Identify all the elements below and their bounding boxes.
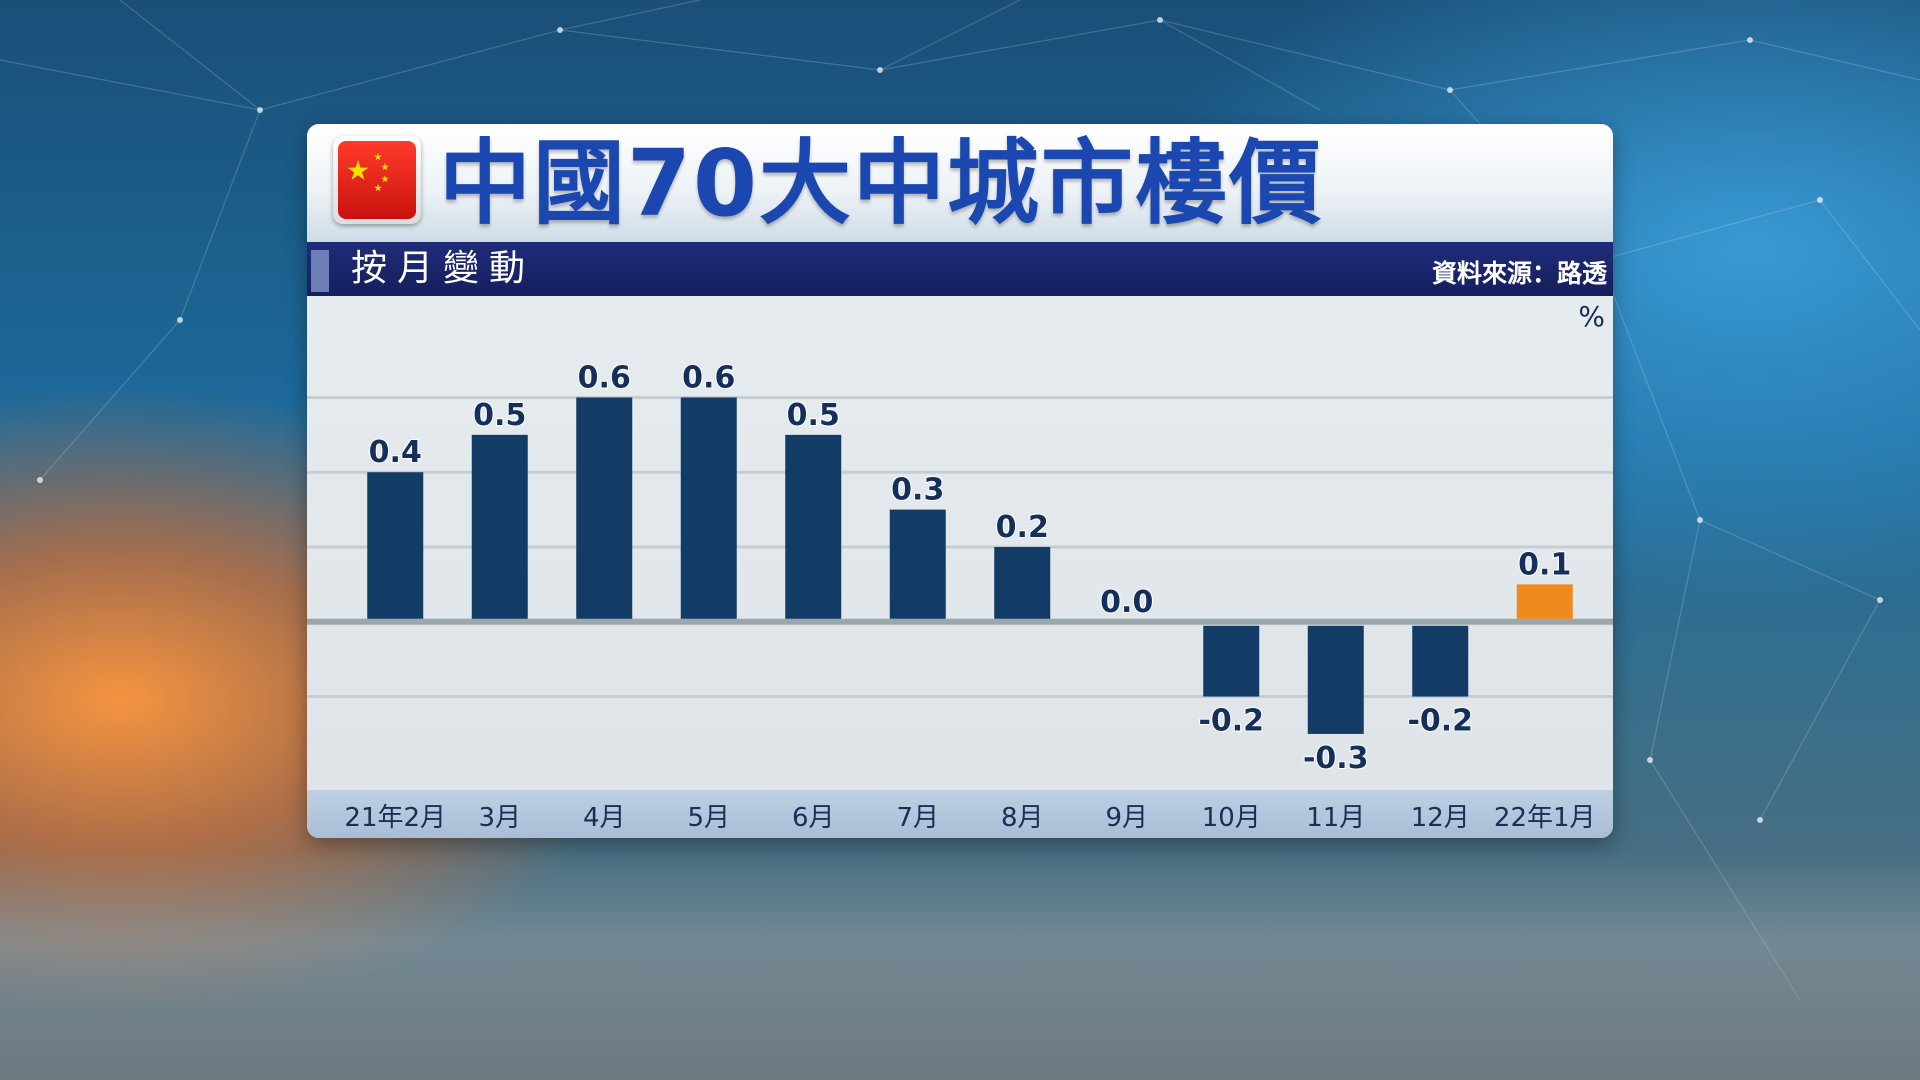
value-label-7: 0.0 <box>1100 585 1153 620</box>
value-label-2: 0.6 <box>578 360 631 395</box>
chart-panel: 中國70大中城市樓價 按月變動 資料來源：路透 0.4 21年2月 0.5 3月 0.6… <box>307 124 1613 838</box>
bar-10 <box>1412 625 1469 697</box>
value-label-5: 0.3 <box>891 473 944 508</box>
x-tick-label-2: 4月 <box>583 803 626 833</box>
x-tick-label-4: 6月 <box>792 803 835 833</box>
value-label-11: 0.1 <box>1518 547 1571 582</box>
x-tick-label-10: 12月 <box>1411 803 1470 833</box>
value-label-6: 0.2 <box>996 510 1049 545</box>
subtitle-band: 按月變動 資料來源：路透 <box>307 242 1613 296</box>
value-label-3: 0.6 <box>682 360 735 395</box>
x-tick-label-11: 22年1月 <box>1494 803 1596 833</box>
chart-title: 中國70大中城市樓價 <box>439 130 1324 237</box>
value-label-8: -0.2 <box>1198 704 1264 739</box>
value-label-4: 0.5 <box>787 398 840 433</box>
x-tick-label-7: 9月 <box>1105 803 1148 833</box>
x-tick-label-3: 5月 <box>687 803 730 833</box>
title-band: 中國70大中城市樓價 <box>307 124 1613 242</box>
bar-6 <box>994 547 1051 619</box>
value-label-9: -0.3 <box>1303 741 1369 776</box>
bar-0 <box>367 472 424 619</box>
x-tick-label-9: 11月 <box>1306 803 1365 833</box>
flag-frame <box>333 136 421 224</box>
unit-label: % <box>1578 300 1605 333</box>
bar-9 <box>1307 625 1364 734</box>
subtitle-marker <box>311 250 329 292</box>
x-tick-label-8: 10月 <box>1202 803 1261 833</box>
chart-subtitle: 按月變動 <box>351 248 536 289</box>
bar-4 <box>785 434 842 619</box>
value-label-10: -0.2 <box>1407 704 1473 739</box>
bar-3 <box>680 397 737 619</box>
bar-chart: 0.4 21年2月 0.5 3月 0.6 4月 0.6 5月 0.5 6月 0.3 7月 0.2 8月 0.… <box>307 359 1613 833</box>
background-floor <box>0 850 1920 1080</box>
bar-11 <box>1516 584 1573 619</box>
x-tick-label-5: 7月 <box>896 803 939 833</box>
value-label-1: 0.5 <box>473 398 526 433</box>
bar-2 <box>576 397 633 619</box>
bar-1 <box>471 434 528 619</box>
x-axis-band <box>307 790 1613 838</box>
value-label-0: 0.4 <box>369 435 422 470</box>
china-flag-icon <box>338 141 416 219</box>
x-tick-label-0: 21年2月 <box>344 803 446 833</box>
bar-8 <box>1203 625 1260 697</box>
source-label: 資料來源：路透 <box>1431 259 1607 288</box>
x-tick-label-1: 3月 <box>478 803 521 833</box>
x-tick-label-6: 8月 <box>1001 803 1044 833</box>
bar-5 <box>889 509 946 619</box>
